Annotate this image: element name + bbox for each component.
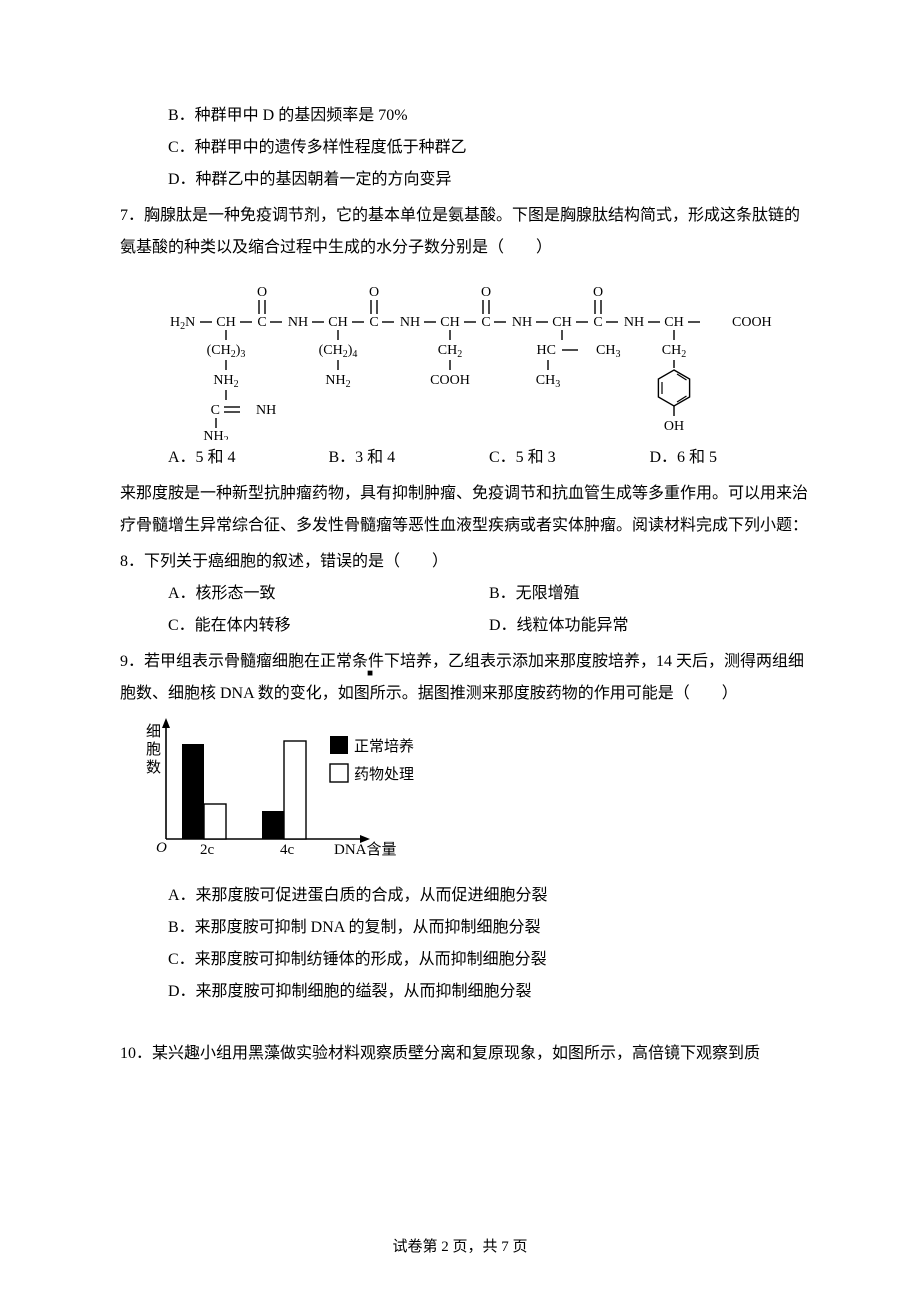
svg-text:4c: 4c xyxy=(280,842,295,858)
svg-text:NH: NH xyxy=(512,315,532,330)
svg-text:数: 数 xyxy=(146,759,161,776)
svg-text:COOH: COOH xyxy=(430,373,470,388)
prev-opt-b: B．种群甲中 D 的基因频率是 70% xyxy=(120,100,810,132)
q7-options: A．5 和 4 B．3 和 4 C．5 和 3 D．6 和 5 xyxy=(120,442,810,474)
svg-text:O: O xyxy=(481,285,491,300)
dot-marker: ■ xyxy=(367,664,373,684)
svg-text:CH3: CH3 xyxy=(596,343,620,360)
svg-text:NH: NH xyxy=(400,315,420,330)
q7-opt-b: B．3 和 4 xyxy=(329,442,490,474)
q9-stem: 9．若甲组表示骨髓瘤细胞在正常条件下培养，乙组表示添加来那度胺培养，14 天后，… xyxy=(120,646,810,710)
prev-opt-c: C．种群甲中的遗传多样性程度低于种群乙 xyxy=(120,132,810,164)
svg-text:2c: 2c xyxy=(200,842,215,858)
q8-opt-b: B．无限增殖 xyxy=(489,578,810,610)
q8-stem: 8．下列关于癌细胞的叙述，错误的是（ ） xyxy=(120,546,810,578)
svg-text:OH: OH xyxy=(664,419,684,434)
q7-stem: 7．胸腺肽是一种免疫调节剂，它的基本单位是氨基酸。下图是胸腺肽结构简式，形成这条… xyxy=(120,200,810,264)
svg-text:O: O xyxy=(369,285,379,300)
svg-text:胞: 胞 xyxy=(146,741,161,758)
svg-text:H2N: H2N xyxy=(170,315,195,332)
svg-text:NH2: NH2 xyxy=(325,373,350,390)
svg-text:C: C xyxy=(257,315,266,330)
svg-text:CH: CH xyxy=(664,315,683,330)
q8-opt-c: C．能在体内转移 xyxy=(168,610,489,642)
svg-text:C: C xyxy=(211,403,220,418)
q8-options-row2: C．能在体内转移 D．线粒体功能异常 xyxy=(120,610,810,642)
svg-text:CH3: CH3 xyxy=(536,373,560,390)
legend-normal: 正常培养 xyxy=(354,738,414,755)
svg-text:CH: CH xyxy=(440,315,459,330)
svg-text:O: O xyxy=(257,285,267,300)
q10-stem: 10．某兴趣小组用黑藻做实验材料观察质壁分离和复原现象，如图所示，高倍镜下观察到… xyxy=(120,1038,810,1070)
q7-opt-c: C．5 和 3 xyxy=(489,442,650,474)
svg-text:DNA含量: DNA含量 xyxy=(334,841,397,858)
svg-text:O: O xyxy=(156,840,167,856)
page: B．种群甲中 D 的基因频率是 70% C．种群甲中的遗传多样性程度低于种群乙 … xyxy=(0,0,920,1302)
svg-text:COOH: COOH xyxy=(732,315,772,330)
svg-text:CH2: CH2 xyxy=(662,343,686,360)
q7-opt-d: D．6 和 5 xyxy=(650,442,811,474)
svg-text:C: C xyxy=(593,315,602,330)
svg-text:C: C xyxy=(369,315,378,330)
svg-text:CH: CH xyxy=(216,315,235,330)
svg-text:CH: CH xyxy=(552,315,571,330)
svg-text:CH2: CH2 xyxy=(438,343,462,360)
svg-text:(CH2)3: (CH2)3 xyxy=(207,343,246,360)
svg-text:O: O xyxy=(593,285,603,300)
svg-text:NH2: NH2 xyxy=(213,373,238,390)
svg-text:HC: HC xyxy=(537,343,556,358)
bar-chart: 细 胞 数 O 2c 4c DNA含量 xyxy=(120,710,810,880)
legend-drug: 药物处理 xyxy=(354,766,414,783)
svg-text:CH: CH xyxy=(328,315,347,330)
page-footer: 试卷第 2 页，共 7 页 xyxy=(0,1232,920,1262)
q9-opt-c: C．来那度胺可抑制纺锤体的形成，从而抑制细胞分裂 xyxy=(120,944,810,976)
q9-opt-b: B．来那度胺可抑制 DNA 的复制，从而抑制细胞分裂 xyxy=(120,912,810,944)
q7-opt-a: A．5 和 4 xyxy=(168,442,329,474)
svg-text:细: 细 xyxy=(146,723,161,740)
svg-text:NH: NH xyxy=(288,315,308,330)
q8-opt-d: D．线粒体功能异常 xyxy=(489,610,810,642)
prev-opt-d: D．种群乙中的基因朝着一定的方向变异 xyxy=(120,164,810,196)
svg-text:NH2: NH2 xyxy=(203,429,228,440)
q9-opt-a: A．来那度胺可促进蛋白质的合成，从而促进细胞分裂 xyxy=(120,880,810,912)
q8-options-row1: A．核形态一致 B．无限增殖 xyxy=(120,578,810,610)
q8-opt-a: A．核形态一致 xyxy=(168,578,489,610)
passage-text: 来那度胺是一种新型抗肿瘤药物，具有抑制肿瘤、免疫调节和抗血管生成等多重作用。可以… xyxy=(120,478,810,542)
svg-text:(CH2)4: (CH2)4 xyxy=(319,343,358,360)
svg-text:NH: NH xyxy=(624,315,644,330)
peptide-diagram: H2N CH C O NH (CH2)3 NH2 C xyxy=(120,264,810,442)
q9-opt-d: D．来那度胺可抑制细胞的缢裂，从而抑制细胞分裂 xyxy=(120,976,810,1008)
svg-text:NH: NH xyxy=(256,403,276,418)
svg-text:C: C xyxy=(481,315,490,330)
